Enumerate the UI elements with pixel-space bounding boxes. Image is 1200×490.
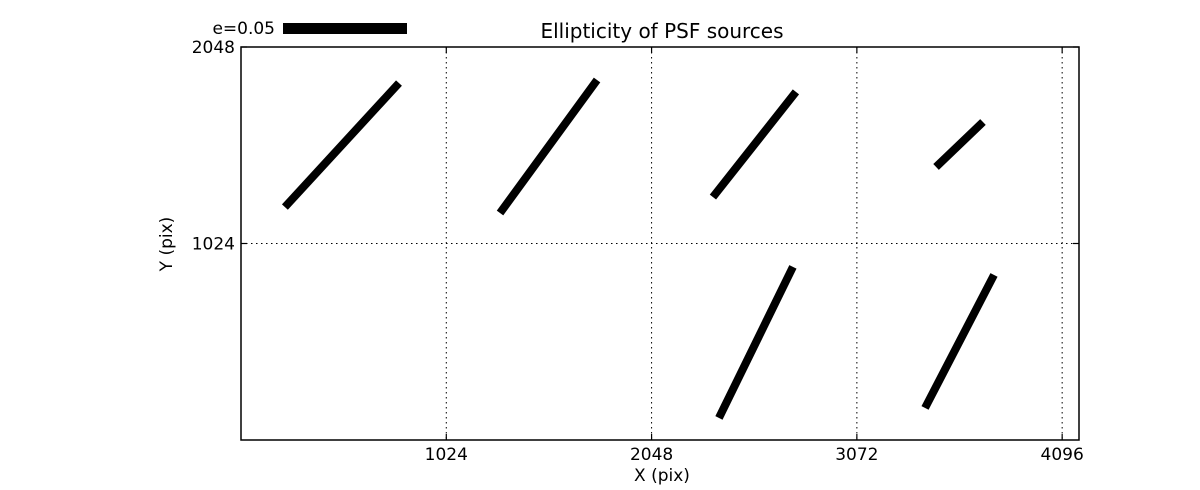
x-axis-label: X (pix) bbox=[634, 466, 690, 486]
x-tick-label: 1024 bbox=[425, 445, 468, 465]
legend-scale-bar bbox=[283, 23, 407, 34]
plot-border bbox=[240, 46, 1080, 441]
x-tick-label: 4096 bbox=[1041, 445, 1084, 465]
psf-whisker bbox=[496, 77, 601, 216]
x-tick-label: 3072 bbox=[835, 445, 878, 465]
gridlines bbox=[241, 46, 1079, 440]
y-tick-label: 1024 bbox=[192, 235, 235, 255]
y-axis-label: Y (pix) bbox=[157, 217, 177, 273]
psf-whisker bbox=[709, 89, 800, 200]
legend-label: e=0.05 bbox=[212, 19, 275, 39]
psf-whisker bbox=[933, 119, 986, 170]
x-tick-label: 2048 bbox=[630, 445, 673, 465]
psf-whisker bbox=[921, 273, 998, 410]
psf-whisker bbox=[715, 265, 797, 420]
psf-whisker bbox=[281, 80, 402, 210]
chart-title: Ellipticity of PSF sources bbox=[540, 19, 783, 43]
y-tick-label: 2048 bbox=[192, 38, 235, 58]
whisker-segments bbox=[281, 77, 998, 420]
tick-labels: 1024 2048 3072 4096 1024 2048 bbox=[192, 38, 1084, 465]
